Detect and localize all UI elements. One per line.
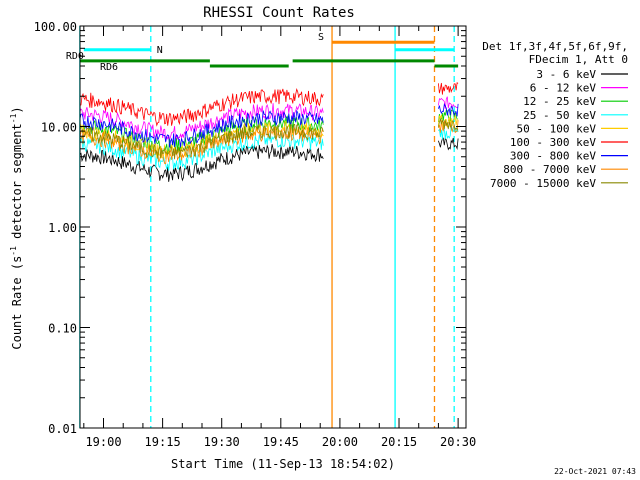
series-line bbox=[438, 82, 459, 95]
series-line bbox=[79, 109, 324, 148]
y-tick-label: 100.00 bbox=[34, 20, 77, 34]
y-tick-label: 0.01 bbox=[48, 422, 77, 436]
y-axis: 0.01 0.10 1.00 10.00 100.00 bbox=[34, 20, 466, 436]
legend-entry-label: 100 - 300 keV bbox=[510, 136, 596, 149]
x-tick-label: 19:00 bbox=[85, 435, 121, 449]
x-tick-label: 20:30 bbox=[440, 435, 476, 449]
timestamp: 22-Oct-2021 07:43 bbox=[554, 467, 636, 476]
x-tick-label: 20:15 bbox=[381, 435, 417, 449]
plot-frame bbox=[79, 25, 467, 429]
x-tick-label: 20:00 bbox=[322, 435, 358, 449]
x-tick-label: 19:45 bbox=[263, 435, 299, 449]
series-line bbox=[438, 114, 459, 129]
status-bar-label: N bbox=[157, 45, 163, 56]
y-tick-label: 10.00 bbox=[41, 121, 77, 135]
legend-header-line-1: Det 1f,3f,4f,5f,6f,9f, bbox=[482, 40, 628, 53]
chart-title: RHESSI Count Rates bbox=[203, 5, 355, 21]
legend-entry-label: 50 - 100 keV bbox=[517, 122, 597, 135]
x-tick-label: 19:30 bbox=[204, 435, 240, 449]
legend-entry-label: 300 - 800 keV bbox=[510, 150, 596, 163]
status-bar-label: RD0 bbox=[66, 51, 84, 62]
legend-entry-label: 7000 - 15000 keV bbox=[490, 177, 596, 190]
series-line bbox=[438, 117, 459, 131]
legend: Det 1f,3f,4f,5f,6f,9f, FDecim 1, Att 0 3… bbox=[482, 40, 628, 190]
y-tick-label: 1.00 bbox=[48, 221, 77, 235]
legend-entry-label: 25 - 50 keV bbox=[523, 109, 596, 122]
series-line bbox=[438, 137, 459, 151]
status-bar-label: RD6 bbox=[100, 62, 118, 73]
status-bar-label: S bbox=[318, 32, 324, 43]
plot-area: N S RD0 RD6 bbox=[66, 26, 459, 428]
legend-entry-label: 800 - 7000 keV bbox=[503, 163, 596, 176]
series-line bbox=[438, 102, 459, 117]
legend-entry-label: 12 - 25 keV bbox=[523, 95, 596, 108]
series-line bbox=[79, 103, 324, 141]
series-line bbox=[79, 123, 324, 160]
x-tick-label: 19:15 bbox=[145, 435, 181, 449]
series-line bbox=[79, 87, 324, 127]
series-line bbox=[438, 96, 459, 110]
legend-entry-label: 3 - 6 keV bbox=[536, 68, 596, 81]
legend-header-line-2: FDecim 1, Att 0 bbox=[529, 53, 628, 66]
x-axis-label: Start Time (11-Sep-13 18:54:02) bbox=[171, 457, 395, 471]
series-line bbox=[79, 144, 324, 182]
legend-entry-label: 6 - 12 keV bbox=[530, 82, 597, 95]
x-axis: 19:00 19:15 19:30 19:45 20:00 20:15 20:30 bbox=[83, 26, 476, 449]
series-line bbox=[79, 126, 324, 165]
y-tick-label: 0.10 bbox=[48, 322, 77, 336]
y-axis-label: Count Rate (s-1 detector segment-1) bbox=[9, 106, 24, 349]
